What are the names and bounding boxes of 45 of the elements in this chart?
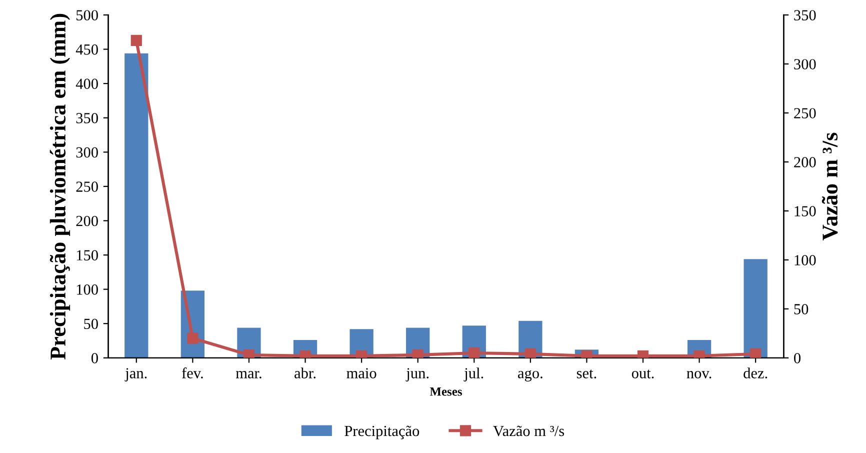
x-axis-title: Meses bbox=[430, 387, 462, 396]
point bbox=[412, 349, 424, 358]
x-tick-label: out. bbox=[632, 370, 654, 378]
y2-tick-label: 350 bbox=[794, 10, 816, 20]
x-tick-label: maio bbox=[346, 368, 376, 378]
y-tick-label: 100 bbox=[76, 284, 98, 295]
point bbox=[468, 347, 480, 358]
x-tick-label: set. bbox=[576, 370, 596, 378]
point bbox=[243, 349, 255, 358]
legend-label: Precipitação bbox=[344, 426, 420, 440]
y2-tick-label: 50 bbox=[794, 304, 808, 314]
x-tick-label: jun. bbox=[406, 368, 429, 382]
y-tick-label: 0 bbox=[91, 353, 98, 364]
x-tick-label: fev. bbox=[182, 367, 203, 378]
x-tick-label: abr. bbox=[294, 368, 316, 378]
point bbox=[524, 348, 536, 358]
bar bbox=[124, 53, 148, 358]
y2-tick-label: 250 bbox=[794, 108, 816, 118]
x-tick-label: mar. bbox=[236, 370, 262, 378]
y2-axis-title: Vazão m ³/s bbox=[822, 132, 838, 240]
y2-tick-label: 0 bbox=[794, 353, 801, 364]
y2-tick-label: 150 bbox=[794, 206, 816, 216]
bar bbox=[744, 259, 768, 358]
y-tick-label: 400 bbox=[76, 78, 98, 89]
y-tick-label: 300 bbox=[76, 147, 98, 158]
y-axis-title: Precipitação pluviométrica em (mm) bbox=[50, 14, 70, 360]
y-tick-label: 250 bbox=[76, 182, 98, 192]
y-tick-label: 200 bbox=[76, 216, 98, 226]
y2-tick-label: 300 bbox=[794, 59, 816, 70]
y-tick-label: 50 bbox=[84, 318, 98, 330]
y-tick-label: 350 bbox=[76, 112, 98, 124]
point bbox=[750, 348, 762, 358]
y-tick-label: 500 bbox=[76, 10, 98, 20]
y-tick-label: 150 bbox=[76, 250, 98, 260]
legend-label: Vazão m ³/s bbox=[493, 426, 564, 436]
point bbox=[187, 332, 198, 344]
x-tick-label: nov. bbox=[686, 370, 712, 378]
y2-tick-label: 200 bbox=[794, 157, 816, 168]
x-tick-label: ago. bbox=[518, 370, 542, 382]
x-tick-label: jul. bbox=[464, 368, 484, 382]
x-tick-label: jan. bbox=[124, 368, 147, 382]
x-tick-label: dez. bbox=[744, 368, 768, 378]
y-tick-label: 450 bbox=[76, 44, 98, 55]
point bbox=[130, 34, 142, 46]
y2-tick-label: 100 bbox=[794, 255, 816, 266]
